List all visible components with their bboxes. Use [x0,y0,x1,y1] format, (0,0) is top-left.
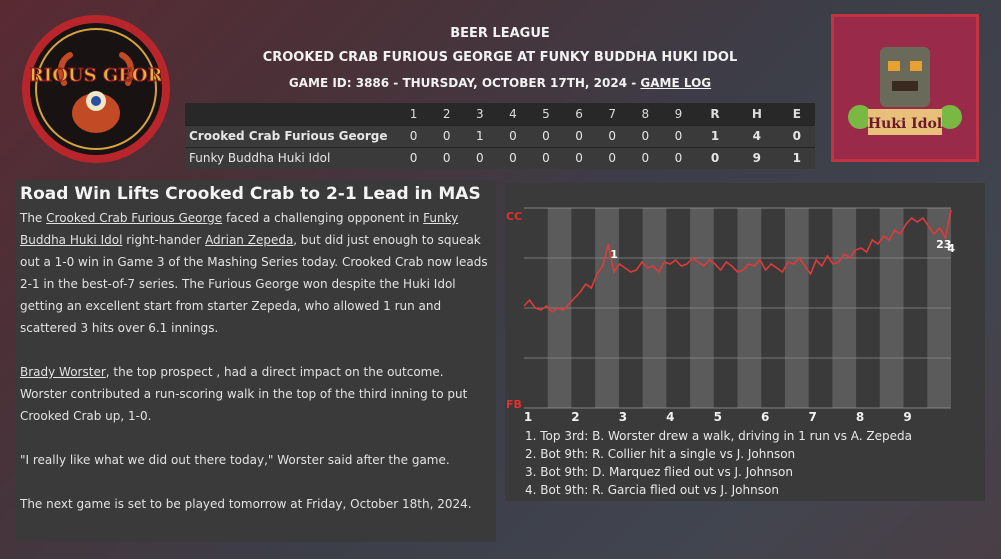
x-tick-label: 2 [571,410,579,423]
inning-score: 0 [509,151,517,166]
home-logo-wordmark: Huki Idol [868,116,942,132]
x-tick-label: 9 [903,410,911,423]
article-paragraph: The Crooked Crab Furious George faced a … [20,207,492,339]
inning-score: 0 [409,129,418,143]
key-events-list: 1. Top 3rd: B. Worster drew a walk, driv… [525,427,912,499]
inning-score: 0 [509,129,517,143]
home-errors: 1 [792,151,801,166]
league-title: BEER LEAGUE [450,26,550,41]
win-probability-chart: CC FB 1 2 3 4 5 6 7 8 9 1 23 4 1. Top 3rd: B. Worster… [505,183,985,501]
article-paragraph: Brady Worster, the top prospect , had a … [20,361,492,427]
y-top-label: CC [506,210,522,223]
text-run: The [20,211,47,225]
inning-score: 0 [674,129,683,143]
x-tick-label: 5 [714,410,722,423]
text-run: right-hander [122,233,206,247]
inning-header: 9 [674,106,683,121]
inning-header: 1 [409,106,418,121]
team-column-header [185,103,397,125]
inning-score: 0 [608,129,617,143]
event-marker-label: 4 [947,242,955,255]
key-event: 2. Bot 9th: R. Collier hit a single vs J… [525,447,796,461]
inning-header: 7 [608,106,617,121]
article-quote: "I really like what we did out there tod… [20,453,450,467]
inning-score: 0 [409,151,418,166]
home-runs: 0 [710,151,720,166]
key-event: 1. Top 3rd: B. Worster drew a walk, driv… [525,429,912,443]
game-info: GAME ID: 3886 - THURSDAY, OCTOBER 17TH, … [185,76,815,96]
inning-score: 0 [542,129,550,143]
away-team-name: Crooked Crab Furious George [189,129,388,143]
text-run: , but did just enough to squeak out a 1-… [20,233,488,335]
inning-score: 1 [475,129,484,143]
x-tick-label: 1 [524,410,532,423]
x-tick-label: 8 [856,410,864,423]
matchup-title: CROOKED CRAB FURIOUS GEORGE AT FUNKY BUD… [262,50,738,65]
x-tick-label: 3 [619,410,627,423]
x-tick-label: 6 [761,410,769,423]
away-hits: 4 [752,129,762,143]
away-errors: 0 [792,129,801,143]
text-run: , the top prospect , had a direct impact… [20,365,468,423]
text-run: faced a challenging opponent in [222,211,424,225]
home-team-name: Funky Buddha Huki Idol [189,151,331,166]
away-logo-wordmark: FURIOUS GEORGE [30,65,162,86]
win-probability-line [523,209,952,314]
inning-score: 0 [575,129,583,143]
box-score: 1 2 3 4 5 6 7 8 9 R H E Crooked Crab Fur… [185,103,815,169]
inning-score: 0 [641,151,650,166]
runs-header: R [710,106,720,121]
article-headline: Road Win Lifts Crooked Crab to 2-1 Lead … [20,184,481,204]
game-recap-article: Road Win Lifts Crooked Crab to 2-1 Lead … [16,180,496,542]
inning-score: 0 [442,129,451,143]
game-header: BEER LEAGUE CROOKED CRAB FURIOUS GEORGE … [185,26,815,96]
inning-header: 5 [542,106,550,121]
pitcher-link[interactable]: Adrian Zepeda [205,233,294,247]
y-bottom-label: FB [506,398,522,411]
away-team-logo: FURIOUS GEORGE [22,15,170,163]
inning-header: 2 [442,106,451,121]
x-tick-label: 4 [666,410,674,423]
inning-score: 0 [542,151,550,166]
inning-header: 4 [509,106,517,121]
inning-score: 0 [442,151,451,166]
inning-header: 3 [475,106,484,121]
inning-score: 0 [475,151,484,166]
game-info-text: GAME ID: 3886 - THURSDAY, OCTOBER 17TH, … [288,76,641,90]
home-team-link[interactable]: Funky Buddha Huki Idol [20,211,459,247]
inning-header: 6 [575,106,583,121]
inning-score: 0 [575,151,583,166]
player-link[interactable]: Brady Worster [20,365,106,379]
inning-header: 8 [641,106,650,121]
article-next-game: The next game is set to be played tomorr… [20,497,472,511]
key-event: 3. Bot 9th: D. Marquez flied out vs J. J… [525,465,793,479]
errors-header: E [792,106,801,121]
inning-score: 0 [674,151,683,166]
x-tick-label: 7 [808,410,816,423]
hits-header: H [751,106,762,121]
home-hits: 9 [752,151,762,166]
game-log-link[interactable]: GAME LOG [640,76,712,90]
box-score-header-row: 1 2 3 4 5 6 7 8 9 R H E [185,103,815,125]
inning-score: 0 [608,151,617,166]
inning-score: 0 [641,129,650,143]
away-team-row: Crooked Crab Furious George 0 0 1 0 0 0 … [185,125,815,147]
key-event: 4. Bot 9th: R. Garcia flied out vs J. Jo… [525,483,779,497]
event-marker-label: 23 [936,238,951,251]
away-runs: 1 [710,129,720,143]
event-marker-label: 1 [610,248,618,261]
home-team-logo: Huki Idol [831,14,979,162]
away-team-link[interactable]: Crooked Crab Furious George [46,211,223,225]
home-team-row: Funky Buddha Huki Idol 0 0 0 0 0 0 0 0 0… [185,147,815,169]
